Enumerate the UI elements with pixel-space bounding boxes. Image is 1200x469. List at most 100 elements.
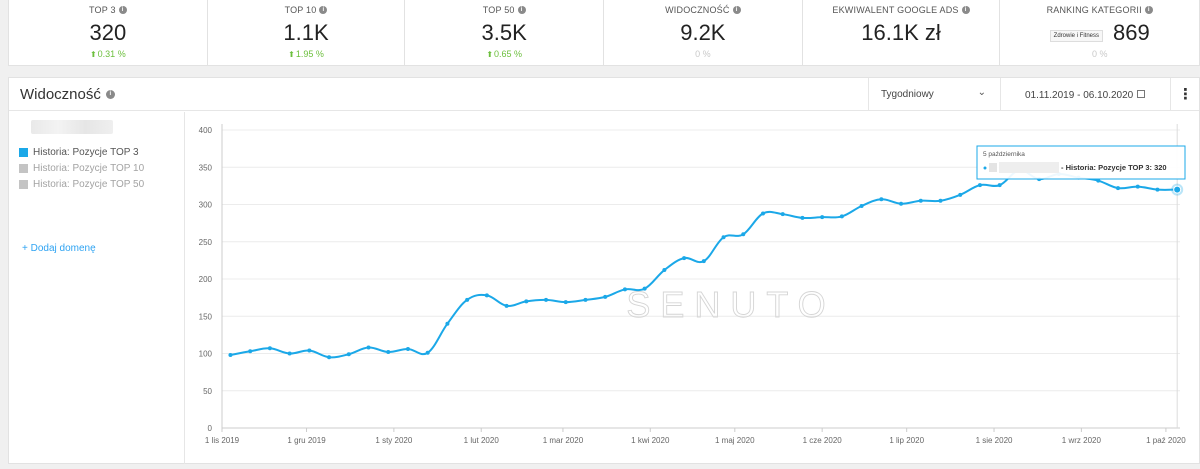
x-tick-label: 1 paź 2020 xyxy=(1146,436,1186,445)
data-point xyxy=(287,351,292,356)
data-point xyxy=(524,299,529,304)
x-tick-label: 1 sty 2020 xyxy=(375,436,412,445)
more-options-icon[interactable]: ⋮ xyxy=(1170,78,1200,111)
visibility-card: Widoczność i Tygodniowy ⌄ 01.11.2019 - 0… xyxy=(8,77,1200,464)
x-tick-label: 1 sie 2020 xyxy=(976,436,1013,445)
metric-title-text: TOP 50 xyxy=(482,5,515,15)
tooltip-favicon-redacted xyxy=(989,163,997,172)
data-point xyxy=(1116,186,1121,191)
info-icon[interactable]: i xyxy=(319,6,328,14)
metric-title: WIDOCZNOŚĆ i xyxy=(604,4,802,16)
data-point xyxy=(366,345,371,350)
date-range-picker[interactable]: 01.11.2019 - 06.10.2020 xyxy=(1000,78,1170,111)
metric-change xyxy=(803,49,1000,61)
metric-title-text: TOP 10 xyxy=(284,5,317,15)
data-point xyxy=(741,232,746,237)
period-select[interactable]: Tygodniowy ⌄ xyxy=(868,78,1000,111)
ranking-row: Zdrowie i Fitness 869 xyxy=(1000,20,1199,46)
data-point xyxy=(248,349,253,354)
metric-value: 3.5K xyxy=(481,20,527,45)
x-tick-label: 1 mar 2020 xyxy=(543,436,584,445)
data-point xyxy=(899,201,904,206)
metrics-bar: TOP 3 i 320 ⬆0.31 % TOP 10 i 1.1K ⬆1.95 % TOP 50… xyxy=(8,0,1200,66)
metric-change: ⬆1.95 % xyxy=(208,49,405,61)
legend-label: Historia: Pozycje TOP 3 xyxy=(33,147,139,158)
legend-swatch xyxy=(19,164,28,173)
data-point xyxy=(997,183,1002,188)
data-point xyxy=(1173,185,1182,194)
y-tick-label: 400 xyxy=(199,126,213,135)
data-point xyxy=(701,259,706,264)
metric-title-text: RANKING KATEGORII xyxy=(1046,5,1142,15)
metric-title: RANKING KATEGORII i xyxy=(1000,4,1199,16)
data-point xyxy=(484,293,489,298)
y-tick-label: 250 xyxy=(199,238,213,247)
y-tick-label: 350 xyxy=(199,163,213,172)
chart-area: 0 50 100 150 200 250 300 350 400 1 lis 2019 1 gru … xyxy=(186,112,1200,464)
metric-title: TOP 50 i xyxy=(405,4,603,16)
metric-value: 320 xyxy=(89,20,127,45)
x-tick-label: 1 lip 2020 xyxy=(889,436,924,445)
domain-name-redacted xyxy=(31,120,113,134)
tooltip-date: 5 października xyxy=(983,151,1025,158)
data-point xyxy=(228,352,233,357)
x-tick-label: 1 lis 2019 xyxy=(205,436,240,445)
x-tick-label: 1 wrz 2020 xyxy=(1062,436,1102,445)
legend-item[interactable]: Historia: Pozycje TOP 50 xyxy=(19,179,144,190)
data-point xyxy=(267,346,272,351)
data-point xyxy=(504,303,509,308)
data-point xyxy=(603,294,608,299)
metric-change-text: 1.95 % xyxy=(295,49,324,59)
y-tick-label: 200 xyxy=(199,275,213,284)
metric-title: EKWIWALENT GOOGLE ADS i xyxy=(803,4,1000,16)
y-tick-label: 50 xyxy=(203,387,212,396)
data-point xyxy=(820,215,825,220)
card-title-text: Widoczność xyxy=(20,86,101,103)
arrow-up-icon: ⬆ xyxy=(288,50,295,59)
legend-item[interactable]: Historia: Pozycje TOP 3 xyxy=(19,147,139,158)
series-line xyxy=(230,169,1178,359)
calendar-icon xyxy=(1137,90,1145,98)
metric-change: 0 % xyxy=(1000,49,1199,61)
data-point xyxy=(445,321,450,326)
data-point xyxy=(307,348,312,353)
info-icon[interactable]: i xyxy=(732,6,741,14)
metric-change-text: 0 % xyxy=(695,49,711,59)
legend-swatch xyxy=(19,148,28,157)
metric-change-text: 0.65 % xyxy=(494,49,523,59)
metric-title-text: TOP 3 xyxy=(88,5,116,15)
arrow-up-icon: ⬆ xyxy=(89,50,97,59)
metric-value: 9.2K xyxy=(680,20,726,45)
data-point xyxy=(642,286,647,291)
legend-swatch xyxy=(19,180,28,189)
info-icon[interactable]: i xyxy=(1144,6,1153,14)
data-point xyxy=(780,212,785,217)
data-point xyxy=(386,350,391,355)
legend-item[interactable]: Historia: Pozycje TOP 10 xyxy=(19,163,144,174)
y-tick-label: 300 xyxy=(199,201,213,210)
info-icon[interactable]: i xyxy=(105,90,115,99)
data-point xyxy=(1096,178,1101,183)
info-icon[interactable]: i xyxy=(961,6,970,14)
watermark: SENUTO xyxy=(626,284,835,325)
x-tick-label: 1 gru 2019 xyxy=(287,436,326,445)
data-point xyxy=(958,192,963,197)
metric-change: ⬆0.65 % xyxy=(405,49,603,61)
metric-card: EKWIWALENT GOOGLE ADS i 16.1K zł xyxy=(803,0,1001,65)
info-icon[interactable]: i xyxy=(517,6,526,14)
data-point xyxy=(583,297,588,302)
info-icon[interactable]: i xyxy=(118,6,127,14)
data-point xyxy=(918,198,923,203)
add-domain-link[interactable]: + Dodaj domenę xyxy=(22,243,96,254)
legend-panel: Historia: Pozycje TOP 3 Historia: Pozycje… xyxy=(9,112,185,464)
y-tick-label: 100 xyxy=(199,350,213,359)
legend-label: Historia: Pozycje TOP 10 xyxy=(33,163,145,174)
metric-value: 1.1K xyxy=(283,20,329,45)
data-point xyxy=(938,198,943,203)
visibility-line-chart[interactable]: 0 50 100 150 200 250 300 350 400 1 lis 2019 1 gru … xyxy=(186,112,1200,464)
metric-card: WIDOCZNOŚĆ i 9.2K 0 % xyxy=(604,0,803,65)
data-point xyxy=(563,300,568,305)
metric-card: TOP 50 i 3.5K ⬆0.65 % xyxy=(405,0,605,65)
data-point xyxy=(977,183,982,188)
